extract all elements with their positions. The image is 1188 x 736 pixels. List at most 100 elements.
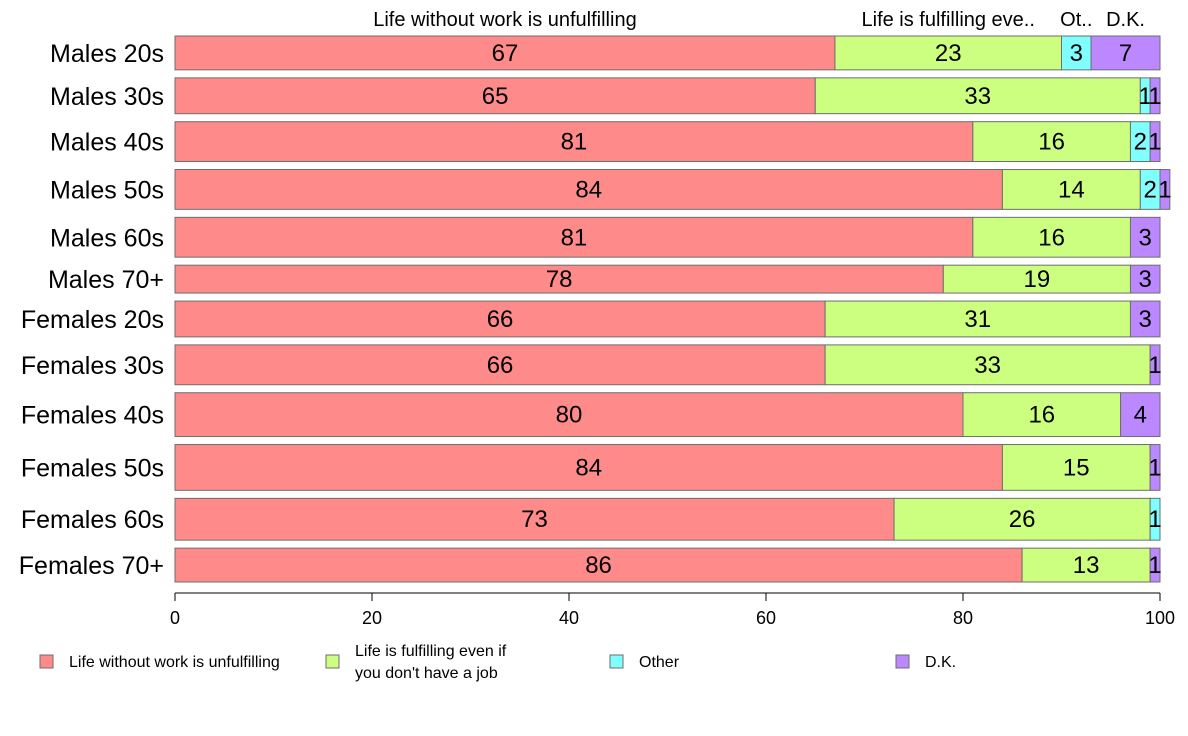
bar-row-males-20s: 67 23 3 7 (174, 35, 1161, 71)
top-label-1: Life without work is unfulfilling (373, 9, 636, 31)
row-label-males-50s: Males 50s (50, 176, 164, 204)
bar-segment-d-k-males-60s (1129, 216, 1161, 258)
legend-label-line: Life is fulfilling even if (355, 643, 507, 660)
legend: Life without work is unfulfilling Life is… (39, 643, 956, 682)
bar-row-females-70: 86 13 1 (174, 547, 1162, 583)
data-label: 33 (974, 352, 1001, 379)
data-label: 16 (1038, 129, 1065, 156)
row-label-females-40s: Females 40s (21, 402, 164, 430)
bar-row-males-30s: 65 33 11 (174, 77, 1162, 115)
bar-segment-other-females-60s (1149, 497, 1161, 541)
bar-segment-life-without-work-is-unf-females-20s (174, 300, 826, 338)
bar-segment-life-is-fulfilling-even--females-20s (824, 300, 1131, 338)
data-label: 1 (1148, 83, 1161, 110)
data-label: 15 (1063, 454, 1090, 481)
data-label: 3 (1139, 224, 1152, 251)
bar-segment-d-k-males-40s (1149, 121, 1161, 163)
bar-row-females-30s: 66 33 1 (174, 344, 1162, 386)
row-label-females-50s: Females 50s (21, 454, 164, 482)
bar-segment-life-without-work-is-unf-males-70 (174, 264, 944, 294)
data-label: 66 (487, 306, 514, 333)
bar-segment-d-k-females-20s (1129, 300, 1161, 338)
bar-row-females-40s: 80 16 4 (174, 392, 1161, 438)
data-label: 86 (585, 552, 612, 579)
legend-swatch (325, 654, 340, 669)
data-label: 81 (561, 224, 588, 251)
bar-segment-d-k-males-20s (1090, 35, 1161, 71)
data-label: 3 (1139, 306, 1152, 333)
bar-segment-life-without-work-is-unf-males-60s (174, 216, 974, 258)
data-label: 3 (1070, 40, 1083, 67)
row-label-males-70: Males 70+ (48, 266, 164, 294)
legend-swatch (895, 654, 910, 669)
data-label: 33 (964, 83, 991, 110)
row-label-males-60s: Males 60s (50, 224, 164, 252)
bar-segment-life-without-work-is-unf-males-40s (174, 121, 974, 163)
bar-segment-life-without-work-is-unf-males-30s (174, 77, 816, 115)
row-label-males-20s: Males 20s (50, 40, 164, 68)
bar-segment-life-without-work-is-unf-females-40s (174, 392, 964, 438)
data-label: 14 (1058, 176, 1085, 203)
data-label: 1 (1148, 129, 1161, 156)
data-label: 65 (482, 83, 509, 110)
bar-segment-d-k-males-70 (1129, 264, 1161, 294)
bar-segment-d-k-males-50s (1159, 169, 1171, 210)
bar-segment-life-without-work-is-unf-females-30s (174, 344, 826, 386)
data-label: 16 (1028, 402, 1055, 429)
data-label: 31 (964, 306, 991, 333)
bar-segment-life-is-fulfilling-even--females-60s (893, 497, 1151, 541)
data-label: 1 (1148, 352, 1161, 379)
legend-label: D.K. (925, 654, 956, 671)
data-label: 78 (546, 266, 573, 293)
data-label: 66 (487, 352, 514, 379)
data-label: 2 (1143, 176, 1156, 203)
data-label: 16 (1038, 224, 1065, 251)
legend-item-1: Life without work is unfulfilling (39, 654, 280, 671)
top-label-4: D.K. (1106, 9, 1145, 31)
data-label: 4 (1134, 402, 1147, 429)
bar-segment-other-males-20s (1061, 35, 1092, 71)
bar-segment-life-without-work-is-unf-males-50s (174, 169, 1003, 210)
row-label-males-30s: Males 30s (50, 83, 164, 111)
bar-row-males-40s: 81 16 2 1 (174, 121, 1162, 163)
bar-row-males-60s: 81 16 3 (174, 216, 1161, 258)
bar-segment-life-is-fulfilling-even--females-40s (962, 392, 1122, 438)
legend-swatch (609, 654, 624, 669)
bar-row-males-70: 78 19 3 (174, 264, 1161, 294)
bar-segment-life-is-fulfilling-even--males-70 (942, 264, 1131, 294)
bar-segment-life-without-work-is-unf-females-70 (174, 547, 1023, 583)
row-label-females-30s: Females 30s (21, 352, 164, 380)
data-label: 3 (1139, 266, 1152, 293)
data-label: 7 (1119, 40, 1132, 67)
bar-segment-d-k-males-30s (1149, 77, 1161, 115)
data-label: 73 (521, 506, 548, 533)
data-label: 1 (1139, 83, 1152, 110)
bar-segment-life-is-fulfilling-even--males-60s (972, 216, 1131, 258)
row-label-females-60s: Females 60s (21, 506, 164, 534)
x-tick-label: 0 (170, 608, 180, 628)
data-label: 1 (1158, 176, 1171, 203)
bar-segment-d-k-females-70 (1149, 547, 1161, 583)
data-label: 1 (1148, 552, 1161, 579)
bar-row-females-50s: 84 15 1 (174, 444, 1162, 491)
data-label: 1 (1148, 454, 1161, 481)
bar-segment-d-k-females-50s (1149, 444, 1161, 491)
top-label-2: Life is fulfilling eve.. (862, 9, 1035, 31)
data-label: 81 (561, 129, 588, 156)
legend-label-line: you don't have a job (355, 665, 498, 682)
bar-segment-life-is-fulfilling-even--males-30s (814, 77, 1141, 115)
legend-label: Life without work is unfulfilling (69, 654, 280, 671)
legend-swatch (39, 654, 54, 669)
row-label-females-70: Females 70+ (19, 552, 164, 580)
bar-row-females-20s: 66 31 3 (174, 300, 1161, 338)
legend-item-4: D.K. (895, 654, 956, 671)
legend-item-2: Life is fulfilling even if you don't have… (325, 643, 507, 682)
data-label: 84 (575, 176, 602, 203)
bar-row-females-60s: 73 26 1 (174, 497, 1162, 541)
bar-segment-life-is-fulfilling-even--females-50s (1001, 444, 1151, 491)
bar-segment-life-is-fulfilling-even--males-20s (834, 35, 1063, 71)
row-label-females-20s: Females 20s (21, 306, 164, 334)
legend-label: Other (639, 654, 680, 671)
row-label-males-40s: Males 40s (50, 129, 164, 157)
